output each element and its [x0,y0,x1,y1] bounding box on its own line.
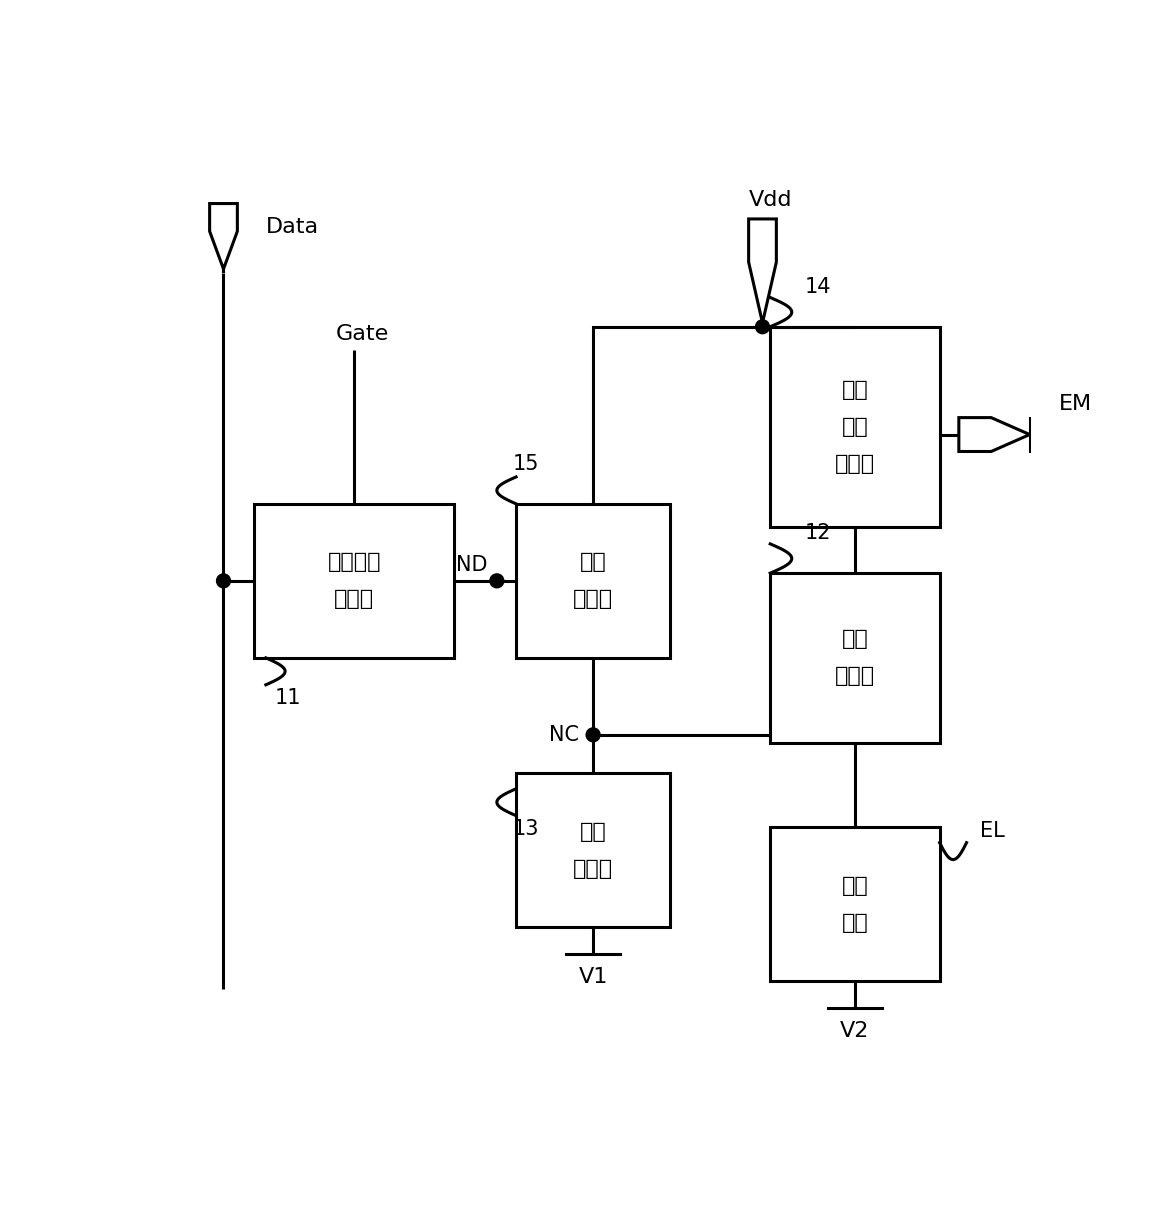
Text: EL: EL [980,821,1004,841]
Text: ND: ND [456,555,487,576]
Text: V1: V1 [578,967,608,988]
Text: 15: 15 [512,454,539,474]
Text: 子电路: 子电路 [835,454,874,474]
Bar [770,573,940,742]
Text: 子电路: 子电路 [334,589,375,610]
Text: 降压: 降压 [580,553,607,572]
Text: Data: Data [265,216,319,237]
Text: Vdd: Vdd [748,190,792,210]
Text: NC: NC [549,725,579,745]
Text: 数据写入: 数据写入 [327,553,381,572]
Text: EM: EM [1059,394,1092,414]
Text: Gate: Gate [336,324,388,344]
Text: 子电路: 子电路 [835,666,874,686]
Text: 14: 14 [804,277,832,296]
Text: 元件: 元件 [841,912,869,933]
Text: 11: 11 [275,688,301,708]
Bar [770,827,940,982]
Polygon shape [209,204,238,273]
Text: 控制: 控制 [841,417,869,437]
Bar [516,774,670,927]
Text: 12: 12 [804,524,832,543]
Bar [770,327,940,527]
Polygon shape [749,219,777,327]
Text: 子电路: 子电路 [573,589,614,610]
Circle shape [216,573,231,588]
Text: 子电路: 子电路 [573,859,614,878]
Text: 存储: 存储 [580,821,607,842]
Bar [516,504,670,657]
Circle shape [756,320,770,334]
Polygon shape [1030,418,1069,452]
Text: 驱动: 驱动 [841,629,869,649]
Text: 发光: 发光 [841,380,869,400]
Circle shape [489,573,503,588]
Text: 13: 13 [512,819,539,838]
Text: 发光: 发光 [841,876,869,895]
Circle shape [586,728,600,742]
Polygon shape [959,418,1030,452]
Bar [254,504,455,657]
Text: V2: V2 [840,1022,870,1041]
